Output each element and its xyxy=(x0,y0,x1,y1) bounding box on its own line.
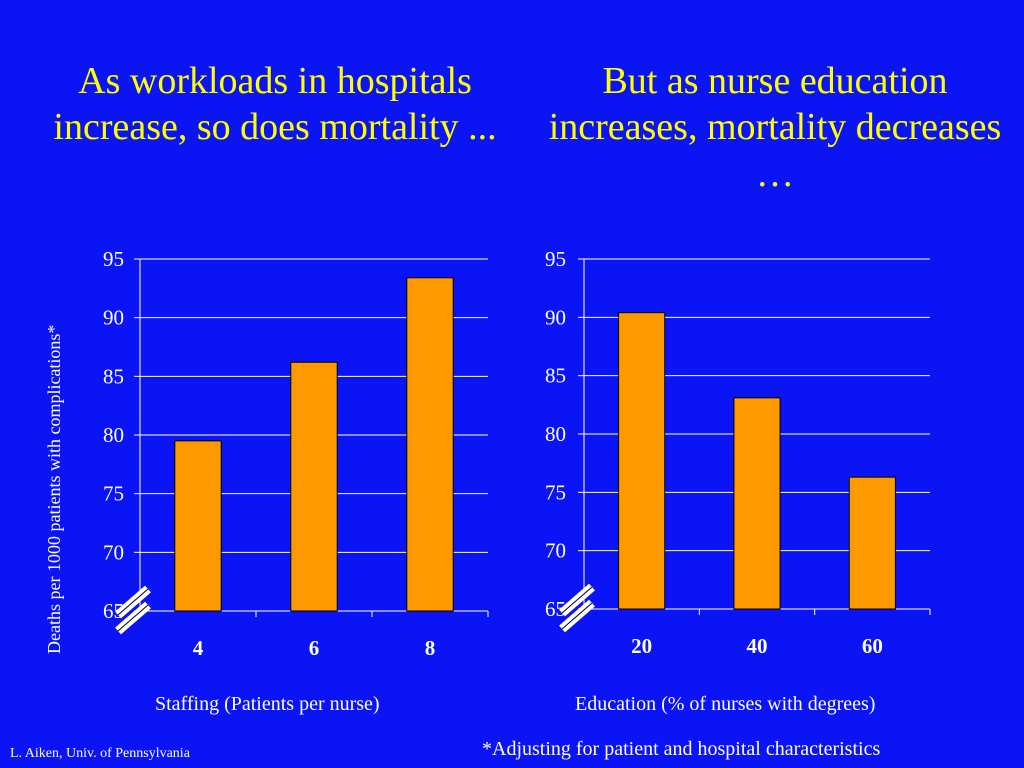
right-x-tick-label: 20 xyxy=(631,634,652,658)
left-x-axis-label: Staffing (Patients per nurse) xyxy=(155,693,380,715)
y-axis-label: Deaths per 1000 patients with complicati… xyxy=(44,324,64,654)
right-y-tick-label: 65 xyxy=(545,597,566,621)
footnote: *Adjusting for patient and hospital char… xyxy=(482,738,881,760)
left-bar-4 xyxy=(174,440,222,612)
left-y-tick-label: 95 xyxy=(103,247,124,271)
right-y-tick-label: 70 xyxy=(545,539,566,563)
right-x-tick-label: 60 xyxy=(862,634,883,658)
right-bar-60 xyxy=(848,476,896,610)
credit: L. Aiken, Univ. of Pennsylvania xyxy=(10,746,190,761)
axis-break-outline xyxy=(561,602,593,630)
left-x-tick-label: 4 xyxy=(193,636,204,660)
right-y-tick-label: 80 xyxy=(545,422,566,446)
right-chart-title: But as nurse education increases, mortal… xyxy=(548,60,1002,195)
left-chart-title: As workloads in hospitals increase, so d… xyxy=(53,60,497,149)
left-y-tick-label: 90 xyxy=(103,306,124,330)
left-y-tick-label: 80 xyxy=(103,423,124,447)
left-bar-8 xyxy=(406,277,454,612)
axis-break-outline xyxy=(117,604,149,632)
right-x-axis-label: Education (% of nurses with degrees) xyxy=(575,693,876,715)
left-axis-break xyxy=(115,585,151,635)
right-y-tick-label: 85 xyxy=(545,364,566,388)
axis-break-outline xyxy=(117,588,149,616)
right-bar-20 xyxy=(618,312,666,610)
right-x-tick-label: 40 xyxy=(747,634,768,658)
left-y-tick-label: 75 xyxy=(103,482,124,506)
left-x-tick-label: 8 xyxy=(425,636,436,660)
left-y-tick-label: 65 xyxy=(103,599,124,623)
left-y-tick-label: 70 xyxy=(103,540,124,564)
right-y-tick-label: 75 xyxy=(545,480,566,504)
left-y-tick-label: 85 xyxy=(103,364,124,388)
axis-break-outline xyxy=(561,586,593,614)
left-x-tick-label: 6 xyxy=(309,636,320,660)
right-y-tick-label: 90 xyxy=(545,305,566,329)
right-axis-break xyxy=(559,583,595,633)
right-bar-40 xyxy=(733,397,781,610)
right-y-tick-label: 95 xyxy=(545,247,566,271)
left-bar-6 xyxy=(290,361,338,612)
